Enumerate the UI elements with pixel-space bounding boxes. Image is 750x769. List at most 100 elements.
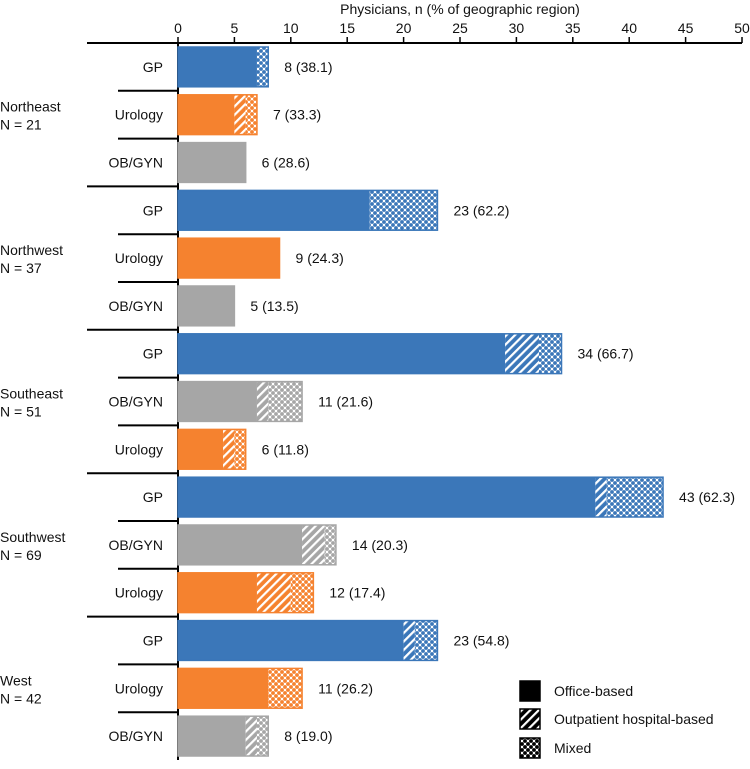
category-label: Urology xyxy=(115,250,163,266)
outpatient-hospital-segment xyxy=(403,620,415,661)
value-label: 43 (62.3) xyxy=(679,489,735,505)
bar-outline xyxy=(177,94,258,136)
value-label: 6 (28.6) xyxy=(262,155,310,171)
mixed-segment xyxy=(538,333,562,374)
bar-outline xyxy=(177,667,303,709)
category-label: Urology xyxy=(115,585,163,601)
group-label: Southeast xyxy=(0,386,63,402)
legend-swatch-1 xyxy=(519,708,541,730)
bar-outline xyxy=(177,46,269,88)
category-label: GP xyxy=(143,202,163,218)
x-tick-label: 35 xyxy=(565,20,581,36)
value-label: 34 (66.7) xyxy=(578,346,634,362)
value-label: 8 (38.1) xyxy=(284,59,332,75)
office-based-segment xyxy=(178,94,235,135)
outpatient-hospital-segment xyxy=(234,94,246,135)
bar-outline xyxy=(177,428,247,470)
group-label: Southwest xyxy=(0,529,65,545)
bar-outline xyxy=(177,189,439,231)
outpatient-hospital-segment xyxy=(595,477,607,517)
office-based-segment xyxy=(178,333,506,374)
bar-outline xyxy=(177,237,281,279)
outpatient-hospital-segment xyxy=(223,429,235,470)
category-label: GP xyxy=(143,633,163,649)
legend-swatch-0 xyxy=(519,680,541,702)
mixed-segment xyxy=(256,47,269,87)
office-based-segment xyxy=(178,429,224,470)
outpatient-hospital-segment xyxy=(256,381,269,422)
bar-outline xyxy=(177,380,303,423)
group-label: Northeast xyxy=(0,99,61,115)
outpatient-hospital-segment xyxy=(256,572,291,613)
category-label: GP xyxy=(143,489,163,505)
mixed-segment xyxy=(234,429,246,470)
axis-title: Physicians, n (% of geographic region) xyxy=(340,1,580,17)
category-label: OB/GYN xyxy=(109,728,163,744)
value-label: 9 (24.3) xyxy=(296,250,344,266)
value-label: 8 (19.0) xyxy=(284,728,332,744)
category-label: Urology xyxy=(115,441,163,457)
office-based-segment xyxy=(178,716,246,756)
office-based-segment xyxy=(178,381,257,422)
value-label: 12 (17.4) xyxy=(329,585,385,601)
category-label: Urology xyxy=(115,680,163,696)
x-tick-label: 5 xyxy=(231,20,239,36)
category-label: GP xyxy=(143,59,163,75)
value-label: 23 (54.8) xyxy=(453,633,509,649)
value-label: 7 (33.3) xyxy=(273,107,321,123)
outpatient-hospital-segment xyxy=(505,333,539,374)
group-n-label: N = 69 xyxy=(0,547,42,563)
x-tick-label: 10 xyxy=(283,20,299,36)
legend-swatch-2 xyxy=(519,737,541,759)
value-label: 14 (20.3) xyxy=(352,537,408,553)
office-based-segment xyxy=(178,620,404,661)
legend-label: Mixed xyxy=(554,740,591,756)
office-based-segment xyxy=(178,286,235,326)
x-tick-label: 50 xyxy=(734,20,750,36)
value-label: 23 (62.2) xyxy=(453,202,509,218)
x-tick-label: 45 xyxy=(678,20,694,36)
bar-outline xyxy=(177,619,439,662)
bar-outline xyxy=(177,524,337,566)
group-label: West xyxy=(0,672,32,688)
group-n-label: N = 42 xyxy=(0,690,42,706)
x-tick-label: 25 xyxy=(452,20,468,36)
outpatient-hospital-segment xyxy=(245,716,257,756)
mixed-segment xyxy=(268,668,303,709)
category-label: Urology xyxy=(115,107,163,123)
office-based-segment xyxy=(178,142,246,183)
group-n-label: N = 37 xyxy=(0,260,42,276)
mixed-segment xyxy=(414,620,438,661)
x-tick-label: 20 xyxy=(396,20,412,36)
bar-outline xyxy=(177,715,269,757)
group-label: Northwest xyxy=(0,242,63,258)
bar-outline xyxy=(177,141,247,184)
office-based-segment xyxy=(178,477,596,517)
category-label: OB/GYN xyxy=(109,394,163,410)
office-based-segment xyxy=(178,47,257,87)
value-label: 5 (13.5) xyxy=(250,298,298,314)
legend-label: Outpatient hospital-based xyxy=(554,711,714,727)
mixed-segment xyxy=(268,381,303,422)
office-based-segment xyxy=(178,525,303,565)
mixed-segment xyxy=(256,716,269,756)
mixed-segment xyxy=(324,525,336,565)
category-label: OB/GYN xyxy=(109,155,163,171)
category-label: OB/GYN xyxy=(109,298,163,314)
mixed-segment xyxy=(369,190,438,231)
office-based-segment xyxy=(178,238,280,278)
x-tick-label: 40 xyxy=(621,20,637,36)
outpatient-hospital-segment xyxy=(302,525,325,565)
category-label: GP xyxy=(143,346,163,362)
mixed-segment xyxy=(290,572,314,613)
legend-label: Office-based xyxy=(554,683,633,699)
category-label: OB/GYN xyxy=(109,537,163,553)
value-label: 6 (11.8) xyxy=(262,441,309,457)
office-based-segment xyxy=(178,668,269,709)
x-tick-label: 30 xyxy=(509,20,525,36)
bar-outline xyxy=(177,572,315,614)
mixed-segment xyxy=(245,94,257,135)
x-tick-label: 15 xyxy=(339,20,355,36)
bar-outline xyxy=(177,285,236,327)
